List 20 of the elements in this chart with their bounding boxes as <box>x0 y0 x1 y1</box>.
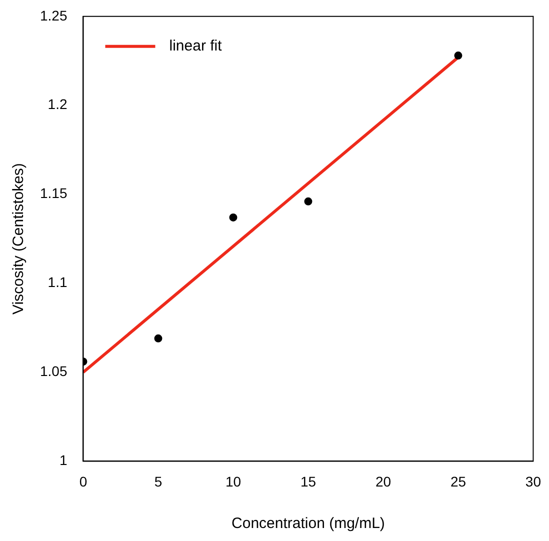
x-tick-label: 5 <box>154 473 162 490</box>
legend-label: linear fit <box>169 38 223 55</box>
y-axis-title: Viscosity (Centistokes) <box>10 163 28 315</box>
x-tick-label: 30 <box>525 473 542 490</box>
x-axis-title: Concentration (mg/mL) <box>232 515 385 532</box>
point <box>154 334 162 342</box>
x-tick-label: 15 <box>300 473 316 490</box>
y-tick-label: 1.25 <box>40 7 68 24</box>
point <box>304 197 312 206</box>
x-tick-label: 20 <box>375 473 392 490</box>
point <box>229 213 238 222</box>
point <box>454 52 462 60</box>
x-tick-label: 25 <box>450 473 466 490</box>
y-tick-label: 1.05 <box>40 363 68 380</box>
y-tick-label: 1 <box>59 452 68 468</box>
y-tick-label: 1.2 <box>48 96 68 112</box>
x-tick-label: 10 <box>225 473 242 490</box>
y-tick-label: 1.1 <box>48 274 68 290</box>
y-tick-label: 1.15 <box>40 185 68 202</box>
x-tick-label: 0 <box>79 473 88 490</box>
